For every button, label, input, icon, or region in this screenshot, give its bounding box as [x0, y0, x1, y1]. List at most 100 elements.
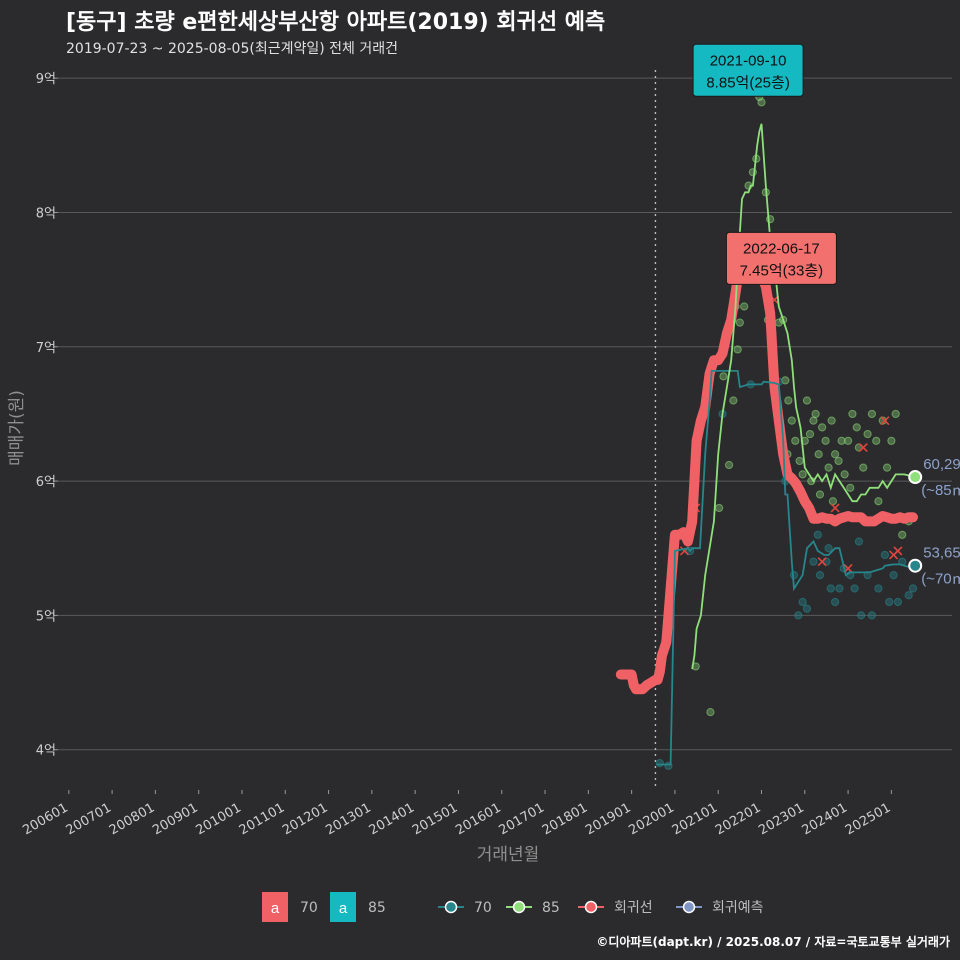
callout-box — [725, 231, 837, 285]
x-tick-label: 201101 — [237, 800, 287, 838]
scatter-point-85 — [818, 423, 827, 432]
callout-70: 2022-06-17 7.45억(33층) — [725, 231, 837, 285]
source-caption: ©디아파트(dapt.kr) / 2025.08.07 / 자료=국토교통부 실… — [596, 935, 950, 949]
scatter-point-85 — [878, 416, 887, 425]
scatter-point-70 — [904, 591, 913, 600]
scatter-point-85 — [802, 396, 812, 405]
scatter-point-85 — [814, 450, 823, 459]
scatter-point-85 — [824, 463, 833, 472]
x-tick-label: 201901 — [583, 800, 633, 838]
scatter-point-85 — [815, 490, 825, 499]
scatter-point-70 — [893, 597, 902, 607]
y-axis-title: 매매가(원) — [7, 390, 27, 466]
y-tick-label: 6억 — [36, 475, 56, 490]
scatter-point-70 — [831, 597, 840, 607]
scatter-point-85 — [757, 98, 766, 107]
x-tick-label: 202001 — [626, 800, 676, 838]
y-tick-label: 7억 — [36, 341, 56, 356]
scatter-cross — [830, 503, 840, 513]
scatter-point-85 — [719, 372, 728, 381]
x-tick-label: 201801 — [540, 800, 590, 838]
scatter-point-85 — [898, 530, 907, 539]
x-axis-title: 거래년월 — [477, 845, 540, 865]
scatter-point-85 — [874, 497, 883, 506]
legend-fill-glyph: a — [339, 900, 348, 917]
scatter-point-85 — [706, 707, 715, 717]
scatter-point-85 — [840, 470, 849, 479]
callout-price: 7.45억(33층) — [740, 262, 823, 279]
legend-fill-key — [330, 892, 356, 922]
scatter-point-70 — [798, 597, 807, 607]
scatter-point-85 — [887, 436, 896, 445]
x-tick-label: 202201 — [713, 800, 763, 838]
scatter-point-85 — [882, 463, 892, 472]
callout-date: 2022-06-17 — [743, 240, 820, 257]
scatter-point-85 — [740, 302, 749, 311]
legend-fill-glyph: a — [271, 900, 280, 917]
callout-85: 2021-09-10 8.85억(25층) — [692, 43, 804, 97]
scatter-point-85 — [787, 416, 796, 425]
scatter-point-70 — [874, 584, 883, 593]
scatter-point-85 — [735, 318, 744, 327]
x-tick-label: 201501 — [410, 800, 460, 838]
scatter-point-85 — [733, 345, 742, 354]
y-tick-label: 8억 — [36, 206, 56, 221]
callout-labels: 2021-09-10 8.85억(25층) 2022-06-17 7.45억(33층) — [692, 43, 837, 285]
regression-line — [615, 250, 918, 695]
scatter-point-70 — [826, 584, 835, 593]
scatter-point-85 — [846, 483, 855, 492]
legend-line-label: 회귀예측 — [712, 900, 764, 916]
scatter-point-85 — [781, 376, 790, 385]
scatter-point-85 — [843, 436, 853, 445]
scatter-point-70 — [867, 611, 877, 620]
x-axis-ticks: 2006012007012008012009012010012011012012… — [20, 790, 893, 838]
scatter-point-85 — [784, 396, 793, 405]
scatter-point-85 — [831, 450, 840, 459]
legend: a 70 a 85 70 85 회귀선 회귀예측 — [262, 892, 764, 922]
end-value-85: 60,293 — [923, 456, 960, 473]
x-tick-label: 202401 — [800, 800, 850, 838]
scatter-point-70 — [889, 571, 898, 580]
scatter-point-85 — [791, 436, 800, 445]
scatter-point-85 — [867, 409, 877, 419]
scatter-point-85 — [821, 436, 830, 445]
scatter-point-85 — [724, 460, 734, 470]
x-tick-label: 200801 — [107, 800, 157, 838]
legend-fill-key — [262, 892, 288, 922]
callout-price: 8.85억(25층) — [706, 74, 789, 91]
x-tick-label: 201401 — [367, 800, 417, 838]
scatter-point-70 — [880, 550, 889, 560]
series-line-70 — [656, 370, 916, 766]
legend-fill-label: 85 — [368, 900, 386, 916]
x-tick-label: 201201 — [280, 800, 330, 838]
x-tick-label: 200601 — [20, 800, 70, 838]
x-tick-label: 200701 — [64, 800, 114, 838]
x-tick-label: 201601 — [453, 800, 503, 838]
scatter-point-85 — [848, 409, 857, 419]
scatter-point-85 — [795, 456, 804, 466]
x-tick-label: 202101 — [670, 800, 720, 838]
scatter-point-70 — [908, 584, 918, 593]
scatter-point-70 — [835, 584, 844, 593]
end-labels: 60,293 (~85㎡) 53,655 (~70㎡) — [908, 456, 960, 588]
y-tick-label: 4억 — [36, 744, 56, 759]
legend-line-dot — [444, 900, 458, 914]
scatter-point-85 — [859, 463, 868, 472]
scatter-point-85 — [827, 416, 836, 425]
scatter-point-70 — [802, 604, 812, 613]
scatter-point-70 — [655, 759, 664, 768]
scatter-point-70 — [794, 611, 803, 620]
callout-box — [692, 43, 804, 97]
scatter-point-70 — [885, 597, 894, 607]
legend-line-label: 70 — [474, 900, 492, 916]
x-tick-label: 201301 — [323, 800, 373, 838]
scatter-point-70 — [854, 537, 864, 546]
scatter-point-85 — [837, 436, 846, 445]
x-tick-label: 201701 — [497, 800, 547, 838]
legend-line-label: 85 — [542, 900, 560, 916]
scatter-point-85 — [809, 416, 818, 425]
end-point-70 — [908, 558, 923, 573]
y-axis-ticks: 4억 5억 6억 7억 8억 9억 — [36, 72, 58, 759]
scatter-point-85 — [891, 409, 900, 419]
